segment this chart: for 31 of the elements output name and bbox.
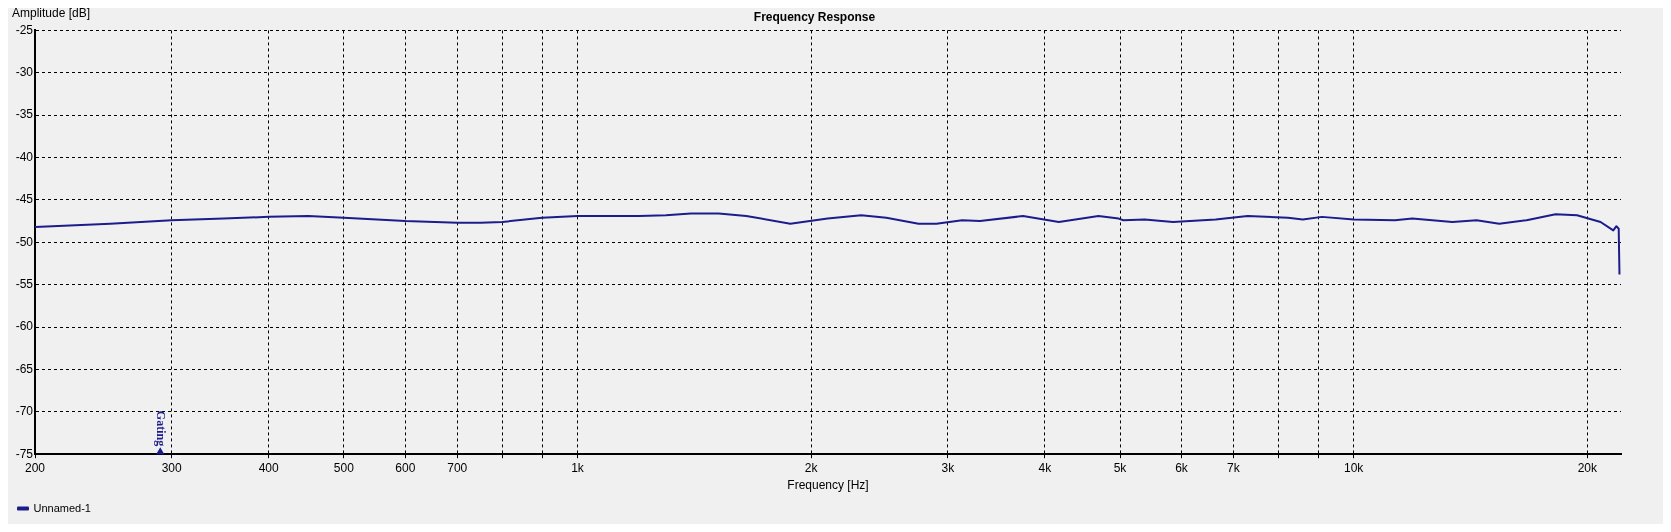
y-tick-label: -50 (15, 234, 34, 249)
y-tick-label: -55 (15, 276, 34, 291)
y-tick-label: -45 (15, 192, 34, 207)
x-tick-label: 4k (1038, 460, 1053, 475)
x-tick-label: 1k (571, 460, 585, 475)
y-axis-title: Amplitude [dB] (12, 6, 91, 21)
chart-title: Frequency Response (753, 9, 876, 24)
x-tick-label: 6k (1175, 460, 1189, 475)
x-tick-label: 10k (1344, 460, 1365, 475)
x-tick-label: 400 (258, 460, 279, 475)
y-tick-label: -70 (15, 404, 34, 419)
x-tick-label: 600 (395, 460, 416, 475)
x-tick-label: 20k (1577, 460, 1599, 475)
y-tick-label: -30 (15, 65, 34, 80)
y-tick-label: -25 (15, 22, 34, 37)
x-tick-label: 300 (161, 460, 183, 475)
x-tick-label: 500 (333, 460, 355, 475)
x-tick-label: 700 (447, 460, 468, 475)
y-tick-label: -35 (15, 107, 34, 122)
x-tick-label: 2k (804, 460, 819, 475)
x-tick-label: 7k (1227, 460, 1241, 475)
y-tick-label: -75 (15, 446, 34, 461)
y-tick-label: -40 (15, 149, 34, 164)
x-tick-label: 5k (1113, 460, 1128, 475)
x-axis-title: Frequency [Hz] (787, 478, 869, 493)
y-tick-label: -60 (15, 319, 34, 334)
x-tick-label: 200 (24, 460, 46, 475)
y-tick-label: -65 (15, 361, 34, 376)
legend-label: Unnamed-1 (33, 501, 91, 514)
annotation: Gating (154, 410, 169, 447)
x-tick-label: 3k (941, 460, 956, 475)
